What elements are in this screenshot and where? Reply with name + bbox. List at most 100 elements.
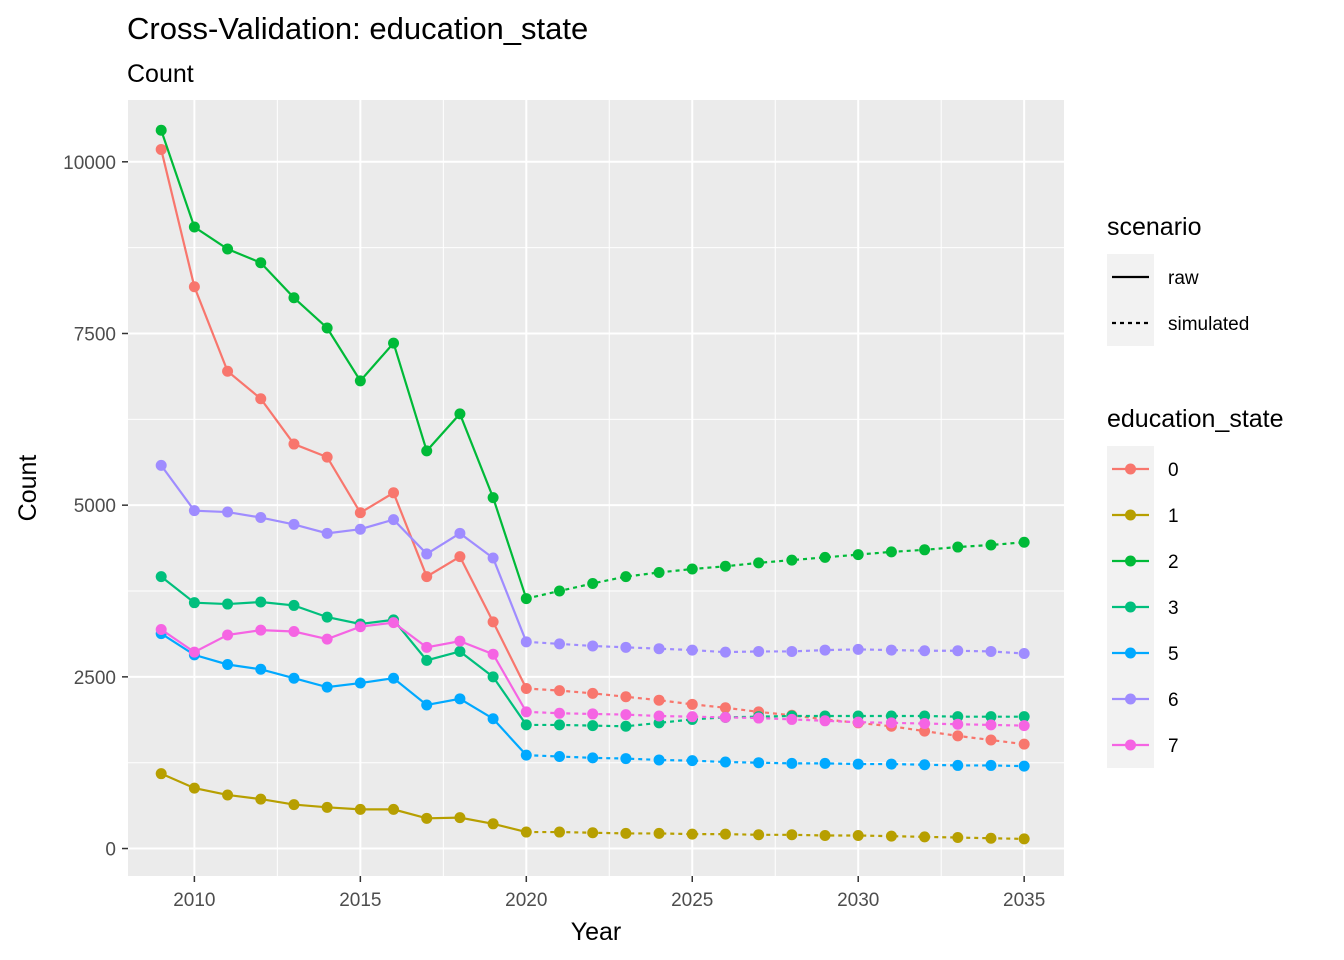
data-point <box>753 645 765 657</box>
series-5-raw-line <box>160 632 528 756</box>
data-point <box>222 789 234 801</box>
data-point <box>852 758 864 770</box>
data-point <box>952 711 964 723</box>
y-tick-label: 5000 <box>74 496 116 517</box>
data-point <box>620 691 632 703</box>
data-point <box>454 812 466 824</box>
data-point <box>520 826 532 838</box>
data-point <box>255 663 267 675</box>
data-point <box>719 828 731 840</box>
data-point <box>686 828 698 840</box>
chart-title: Cross-Validation: education_state <box>127 11 588 46</box>
data-point <box>487 492 499 504</box>
data-point <box>885 644 897 656</box>
data-point <box>952 541 964 553</box>
data-point <box>786 645 798 657</box>
data-point <box>321 801 333 813</box>
data-point <box>487 616 499 628</box>
data-point <box>188 281 200 293</box>
legend-key-point-5 <box>1125 647 1136 659</box>
legend-label-simulated: simulated <box>1168 314 1249 335</box>
x-tick-label: 2030 <box>837 890 879 911</box>
data-point <box>819 644 831 656</box>
data-point <box>553 638 565 650</box>
series-1-raw-line <box>160 772 527 834</box>
data-point <box>188 597 200 609</box>
series-3-raw-line <box>160 575 528 726</box>
data-point <box>520 719 532 731</box>
data-point <box>222 506 234 518</box>
data-point <box>188 782 200 794</box>
x-tick-label: 2015 <box>339 890 381 911</box>
data-point <box>354 507 366 519</box>
data-point <box>1018 738 1030 750</box>
data-point <box>786 757 798 769</box>
series-7-raw-line <box>160 621 528 713</box>
data-point <box>421 699 433 711</box>
data-point <box>155 459 167 471</box>
data-point <box>919 544 931 556</box>
data-point <box>587 708 599 720</box>
data-point <box>421 571 433 583</box>
data-point <box>852 549 864 561</box>
data-point <box>587 640 599 652</box>
data-point <box>388 617 400 629</box>
data-point <box>354 621 366 633</box>
legend-label-0: 0 <box>1168 460 1179 481</box>
data-point <box>222 658 234 670</box>
data-point <box>620 827 632 839</box>
data-point <box>255 393 267 405</box>
data-point <box>321 681 333 693</box>
series-7 <box>155 617 1030 732</box>
data-point <box>255 596 267 608</box>
data-point <box>786 829 798 841</box>
data-point <box>454 645 466 657</box>
series-3-simulated-line <box>526 714 1025 728</box>
data-point <box>620 571 632 583</box>
data-point <box>288 438 300 450</box>
legend-label-raw: raw <box>1168 268 1199 289</box>
data-point <box>155 623 167 635</box>
data-point <box>819 551 831 563</box>
data-point <box>719 646 731 658</box>
data-point <box>753 829 765 841</box>
data-point <box>952 718 964 730</box>
data-point <box>354 375 366 387</box>
data-point <box>985 711 997 723</box>
data-point <box>753 757 765 769</box>
data-point <box>421 654 433 666</box>
data-point <box>321 633 333 645</box>
data-point <box>719 711 731 723</box>
data-point <box>388 487 400 499</box>
data-point <box>454 551 466 563</box>
data-point <box>255 624 267 636</box>
data-point <box>753 712 765 724</box>
data-point <box>520 593 532 605</box>
data-point <box>620 753 632 765</box>
data-point <box>487 552 499 564</box>
data-point <box>222 243 234 255</box>
data-point <box>686 755 698 767</box>
data-point <box>1018 720 1030 732</box>
legend-label-6: 6 <box>1168 690 1179 711</box>
data-point <box>587 687 599 699</box>
major-gridlines <box>128 100 1064 876</box>
data-point <box>919 759 931 771</box>
data-point <box>620 709 632 721</box>
data-point <box>487 648 499 660</box>
data-point <box>985 832 997 844</box>
data-point <box>288 626 300 638</box>
data-point <box>919 718 931 730</box>
legend-key-point-7 <box>1125 739 1136 751</box>
data-point <box>288 799 300 811</box>
plot-panel <box>128 100 1064 876</box>
data-point <box>155 768 167 780</box>
data-point <box>852 829 864 841</box>
data-point <box>155 571 167 583</box>
y-axis-title: Count <box>14 455 42 522</box>
series-2-raw-line <box>160 129 528 599</box>
series-0-raw-line <box>160 149 528 690</box>
chart-subtitle: Count <box>127 60 194 88</box>
series-6 <box>155 459 1030 660</box>
data-point <box>288 292 300 304</box>
